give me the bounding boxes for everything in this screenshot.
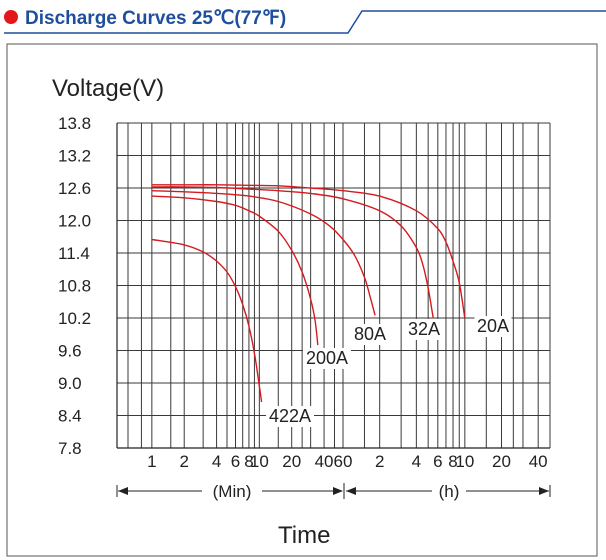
y-tick-label: 9.6	[58, 342, 82, 361]
y-tick-label: 9.0	[58, 374, 82, 393]
curve-20A	[151, 184, 466, 319]
curve-label-20A: 20A	[477, 316, 509, 336]
x-tick-label: 10	[455, 452, 474, 471]
y-axis-title: Voltage(V)	[52, 75, 164, 102]
x-tick-label: 40	[315, 452, 334, 471]
x-tick-label: 6	[433, 452, 442, 471]
x-tick-label: 6	[231, 452, 240, 471]
x-tick-label: 40	[529, 452, 548, 471]
arrow-left-icon	[346, 487, 356, 495]
curve-32A	[151, 186, 434, 319]
title-bar: Discharge Curves 25℃(77℉)	[4, 8, 606, 34]
curve-labels: 422A 200A 80A 32A 20A	[266, 316, 512, 427]
x-axis-title: Time	[278, 522, 330, 549]
curve-label-80A: 80A	[354, 324, 386, 344]
x-tick-label: 60	[334, 452, 353, 471]
curve-label-bg	[405, 319, 443, 340]
x-unit-min-label: (Min)	[213, 482, 252, 501]
x-tick-label: 2	[179, 452, 188, 471]
y-tick-label: 10.2	[58, 309, 91, 328]
chart-title: Discharge Curves 25℃(77℉)	[25, 8, 286, 29]
curve-422A	[151, 238, 263, 403]
arrow-right-icon	[333, 487, 343, 495]
x-tick-label: 8	[244, 452, 253, 471]
curve-label-bg	[351, 324, 389, 345]
x-tick-label: 1	[147, 452, 156, 471]
curve-label-422A: 422A	[269, 406, 311, 426]
x-tick-label: 20	[282, 452, 301, 471]
chart-frame	[6, 43, 598, 557]
time-unit-markers: (Min) (h)	[116, 480, 551, 502]
unit-label-bg	[202, 480, 262, 502]
axes	[116, 123, 550, 449]
x-tick-label: 20	[492, 452, 511, 471]
y-tick-label: 8.4	[58, 407, 82, 426]
y-tick-label: 10.8	[58, 277, 91, 296]
arrow-right-icon	[539, 487, 549, 495]
grid-lines	[117, 122, 551, 449]
y-tick-label: 13.8	[58, 114, 91, 133]
y-tick-label: 13.2	[58, 147, 91, 166]
x-tick-label: 2	[375, 452, 384, 471]
x-tick-label: 10	[250, 452, 269, 471]
y-tick-label: 12.0	[58, 212, 91, 231]
curve-80A	[151, 190, 376, 316]
curve-label-200A: 200A	[306, 348, 348, 368]
y-tick-label: 7.8	[58, 439, 82, 458]
tick-labels: 13.8 13.2 12.6 12.0 11.4 10.8 10.2 9.6 9.0 8.4 7.8…	[58, 114, 548, 471]
x-tick-label: 4	[412, 452, 421, 471]
curve-label-bg	[266, 406, 314, 427]
x-tick-label: 4	[212, 452, 221, 471]
curve-200A	[151, 195, 319, 346]
y-tick-label: 11.4	[58, 244, 90, 263]
x-unit-h-label: (h)	[439, 482, 460, 501]
curve-label-bg	[474, 316, 512, 337]
arrow-left-icon	[118, 487, 128, 495]
bullet-icon	[4, 10, 18, 24]
x-tick-label: 8	[448, 452, 457, 471]
unit-label-bg	[432, 480, 466, 502]
title-underline	[4, 10, 606, 34]
y-tick-label: 12.6	[58, 179, 91, 198]
discharge-curves	[151, 184, 466, 403]
curve-label-bg	[303, 348, 351, 369]
curve-label-32A: 32A	[408, 319, 440, 339]
